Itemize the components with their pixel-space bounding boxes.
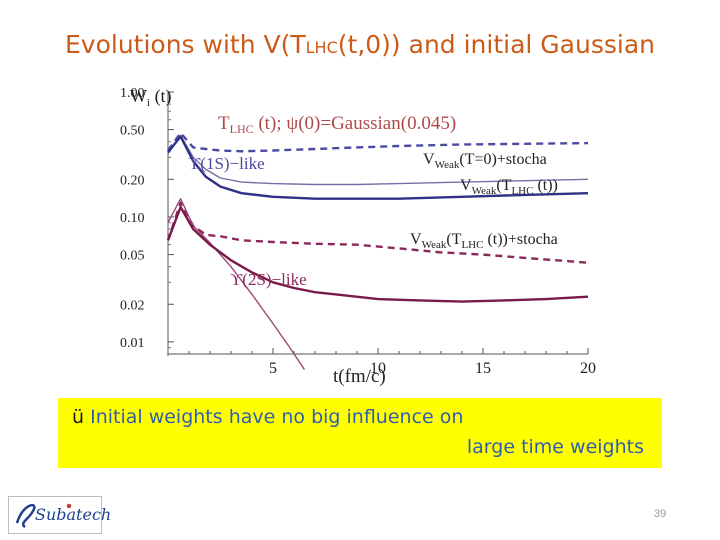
s3-rest: (T (446, 231, 461, 248)
upsilon-2s-label: ϒ(2S)−like (230, 270, 307, 289)
chart-title: TLHC (t); ψ(0)=Gaussian(0.045) (218, 113, 456, 136)
s2-sub2: LHC (511, 185, 533, 197)
series-label-3: VWeak(TLHC (t))+stocha (410, 231, 558, 251)
series-line (166, 201, 589, 264)
title-subscript: LHC (305, 38, 338, 57)
x-tick-label: 20 (580, 360, 596, 377)
chart-lines (166, 131, 589, 370)
y-tick-label: 1.00 (120, 86, 145, 101)
y-tick-label: 0.01 (120, 336, 145, 351)
y-tick-label: 0.50 (120, 124, 145, 139)
series-line (167, 131, 589, 153)
title-part-1: Evolutions with V(T (64, 30, 306, 59)
subatech-logo: Subatech (8, 496, 111, 534)
title-sub: LHC (230, 122, 254, 136)
s1-rest: (T=0)+stocha (459, 151, 546, 168)
title-rest: (t); ψ(0)=Gaussian(0.045) (254, 113, 457, 134)
y-tick-label: 0.05 (120, 249, 145, 264)
y-tick-label: 0.10 (120, 211, 145, 226)
note-text-1: Initial weights have no big influence on (84, 406, 464, 428)
ylabel-sub: i (147, 97, 150, 109)
logo-text: Subatech (35, 505, 112, 524)
y-tick-label: 0.20 (120, 173, 145, 188)
s3-sub2: LHC (461, 239, 483, 251)
x-axis-label: t(fm/c) (333, 366, 386, 386)
x-tick-label: 10 (370, 360, 386, 377)
y-axis-label: Wi (t) (130, 86, 172, 109)
series-line (167, 197, 306, 370)
s1-sub: Weak (435, 159, 460, 171)
series-line (166, 205, 589, 303)
series-line (167, 134, 589, 186)
ylabel-rest: (t) (150, 86, 172, 107)
s1-v: V (423, 151, 435, 168)
note-line-1: ü Initial weights have no big influence … (72, 406, 463, 428)
slide-number: 39 (654, 508, 667, 520)
chart-svg: 1.00 0.50 0.20 0.10 0.05 0.02 0.01 5 10 15 20 Wi (… (120, 86, 596, 387)
s2-sub: Weak (472, 185, 497, 197)
ylabel-main: W (130, 86, 147, 106)
s2-rest: (T (496, 177, 511, 194)
slide-title: Evolutions with V(TLHC(t,0)) and initial… (0, 30, 720, 59)
s3-v: V (410, 231, 422, 248)
check-icon: ü (72, 406, 85, 428)
title-part-3: (t,0)) and initial Gaussian (337, 30, 656, 59)
s3-end: (t))+stocha (483, 231, 557, 248)
series-line (167, 135, 589, 200)
y-tick-label: 0.02 (120, 298, 145, 313)
note-line-2: large time weights (466, 436, 644, 458)
x-tick-label: 5 (269, 360, 277, 377)
series-label-1: VWeak(T=0)+stocha (423, 151, 547, 171)
series-label-2: VWeak(TLHC (t)) (460, 177, 558, 197)
conclusion-note: ü Initial weights have no big influence … (58, 398, 662, 468)
title-T: T (218, 113, 230, 134)
chart-panel: 1.00 0.50 0.20 0.10 0.05 0.02 0.01 5 10 15 20 Wi (… (118, 84, 598, 387)
logo-swoosh-icon (15, 503, 72, 529)
s2-v: V (460, 177, 472, 194)
chart-ticks: 1.00 0.50 0.20 0.10 0.05 0.02 0.01 5 10 15 20 (120, 86, 596, 377)
s3-sub: Weak (422, 239, 447, 251)
upsilon-1s-label: ϒ(1S)−like (188, 154, 265, 173)
x-tick-label: 15 (475, 360, 491, 377)
s2-end: (t)) (533, 177, 557, 194)
